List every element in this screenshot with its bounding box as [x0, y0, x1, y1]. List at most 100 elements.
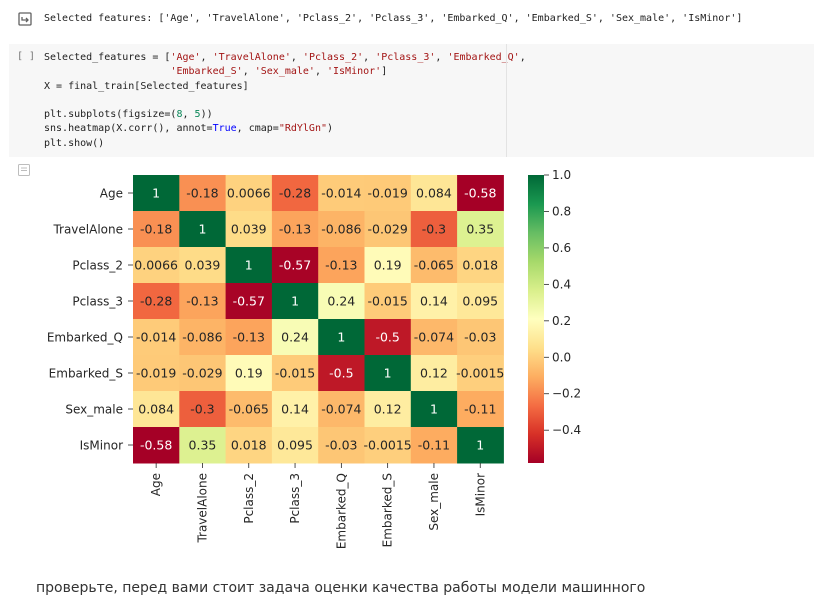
- y-tick-label: Sex_male: [65, 403, 123, 417]
- code-cell[interactable]: [ ] Selected_features = ['Age', 'TravelA…: [9, 44, 814, 157]
- output-menu-icon[interactable]: [18, 164, 30, 176]
- heatmap-annotation: -0.014: [321, 186, 361, 201]
- heatmap-cell: [271, 283, 319, 320]
- heatmap-annotation: -0.13: [325, 258, 357, 273]
- heatmap-cell: [271, 211, 319, 248]
- heatmap-cell: [364, 175, 412, 212]
- code-line: sns.heatmap(X.corr(), annot=True, cmap="…: [44, 123, 334, 135]
- heatmap-annotation: 0.19: [235, 366, 263, 381]
- output-row: Selected features: ['Age', 'TravelAlone'…: [9, 0, 814, 38]
- output-arrow-icon[interactable]: [18, 12, 32, 26]
- heatmap-annotation: 0.24: [281, 330, 309, 345]
- heatmap-cell: [318, 391, 365, 428]
- heatmap-cell: [364, 391, 412, 428]
- y-tick-label: Age: [100, 187, 123, 201]
- heatmap-cell: [318, 247, 365, 284]
- heatmap-annotation: -0.11: [418, 438, 450, 453]
- heatmap-annotation: -0.03: [464, 330, 496, 345]
- heatmap-cell: [457, 355, 504, 392]
- heatmap-annotation: -0.58: [464, 186, 496, 201]
- heatmap-annotation: 0.35: [189, 438, 217, 453]
- heatmap-annotation: -0.015: [275, 366, 315, 381]
- code-line: 'Embarked_S', 'Sex_male', 'IsMinor']: [170, 66, 388, 78]
- heatmap-cell: [133, 175, 180, 212]
- run-cell-button[interactable]: [ ]: [17, 51, 36, 62]
- heatmap-cell: [179, 319, 227, 356]
- output-text: Selected features: ['Age', 'TravelAlone'…: [44, 13, 743, 24]
- heatmap-cell: [133, 247, 180, 284]
- heatmap-cell: [457, 391, 504, 428]
- heatmap-annotation: -0.3: [422, 222, 446, 237]
- colorbar-tick-label: 0.4: [552, 277, 571, 291]
- heatmap-annotation: -0.11: [464, 402, 496, 417]
- heatmap-annotation: -0.57: [279, 258, 311, 273]
- heatmap-cell: [133, 355, 180, 392]
- y-tick-label: Embarked_S: [49, 367, 123, 381]
- heatmap-annotation: 0.0066: [134, 258, 178, 273]
- heatmap-annotation: -0.0015: [364, 438, 412, 453]
- heatmap-annotation: -0.3: [190, 402, 214, 417]
- heatmap-annotation: 1: [245, 258, 253, 273]
- heatmap-cell: [271, 175, 319, 212]
- heatmap-annotation: -0.014: [136, 330, 176, 345]
- heatmap-cell: [179, 247, 227, 284]
- heatmap-annotation: 0.14: [281, 402, 309, 417]
- x-tick-label: Age: [149, 473, 163, 496]
- y-tick-label: Pclass_2: [72, 259, 123, 273]
- heatmap-annotation: 0.12: [374, 402, 402, 417]
- heatmap-annotation: -0.13: [279, 222, 311, 237]
- heatmap-annotation: 1: [384, 366, 392, 381]
- heatmap-cell: [318, 283, 365, 320]
- heatmap-cell: [410, 283, 458, 320]
- heatmap-cell: [410, 427, 458, 464]
- heatmap-cell: [364, 283, 412, 320]
- heatmap-cell: [364, 427, 412, 464]
- heatmap-cell: [457, 247, 504, 284]
- heatmap-cell: [133, 319, 180, 356]
- y-tick-label: Embarked_Q: [47, 331, 123, 345]
- heatmap-annotation: -0.28: [279, 186, 311, 201]
- heatmap-cell: [225, 211, 273, 248]
- cell-divider: [506, 44, 507, 157]
- heatmap-annotation: -0.58: [140, 438, 172, 453]
- heatmap-annotation: -0.03: [325, 438, 357, 453]
- heatmap-cell: [179, 355, 227, 392]
- heatmap-annotation: 1: [291, 294, 299, 309]
- heatmap-cell: [225, 355, 273, 392]
- heatmap-annotation: -0.029: [368, 222, 408, 237]
- heatmap-cell: [364, 211, 412, 248]
- heatmap-cell: [410, 355, 458, 392]
- heatmap-cell: [457, 175, 504, 212]
- heatmap-cell: [225, 283, 273, 320]
- heatmap-annotation: -0.065: [229, 402, 269, 417]
- heatmap-annotation: 0.084: [138, 402, 174, 417]
- heatmap-annotation: 0.018: [231, 438, 267, 453]
- heatmap-cell: [179, 391, 227, 428]
- heatmap-cell: [271, 427, 319, 464]
- colorbar-tick-label: 0.8: [552, 204, 571, 218]
- heatmap-cell: [457, 427, 504, 464]
- heatmap-cell: [318, 211, 365, 248]
- heatmap-cell: [457, 211, 504, 248]
- heatmap-annotation: -0.086: [182, 330, 222, 345]
- heatmap-annotation: 0.14: [420, 294, 448, 309]
- heatmap-annotation: 0.084: [416, 186, 452, 201]
- heatmap-annotation: -0.019: [136, 366, 176, 381]
- x-tick-label: Pclass_3: [288, 473, 302, 524]
- y-tick-label: IsMinor: [80, 439, 123, 453]
- heatmap-annotation: 0.12: [420, 366, 448, 381]
- colorbar-tick-label: 0.6: [552, 241, 571, 255]
- x-tick-label: Embarked_Q: [334, 473, 348, 549]
- correlation-heatmap: 1 -0.18 0.0066 -0.28 -0.014 -0.019 0.084 -0.58 -…: [47, 168, 581, 549]
- colorbar-tick-label: 0.0: [552, 350, 571, 364]
- heatmap-annotation: -0.086: [321, 222, 361, 237]
- heatmap-cell: [271, 319, 319, 356]
- heatmap-cell: [271, 355, 319, 392]
- heatmap-annotation: -0.5: [375, 330, 399, 345]
- x-tick-label: Sex_male: [427, 473, 441, 531]
- heatmap-cell: [179, 427, 227, 464]
- code-editor[interactable]: Selected_features = ['Age', 'TravelAlone…: [44, 51, 526, 151]
- heatmap-annotation: -0.57: [233, 294, 265, 309]
- heatmap-cell: [133, 283, 180, 320]
- heatmap-annotation: 1: [337, 330, 345, 345]
